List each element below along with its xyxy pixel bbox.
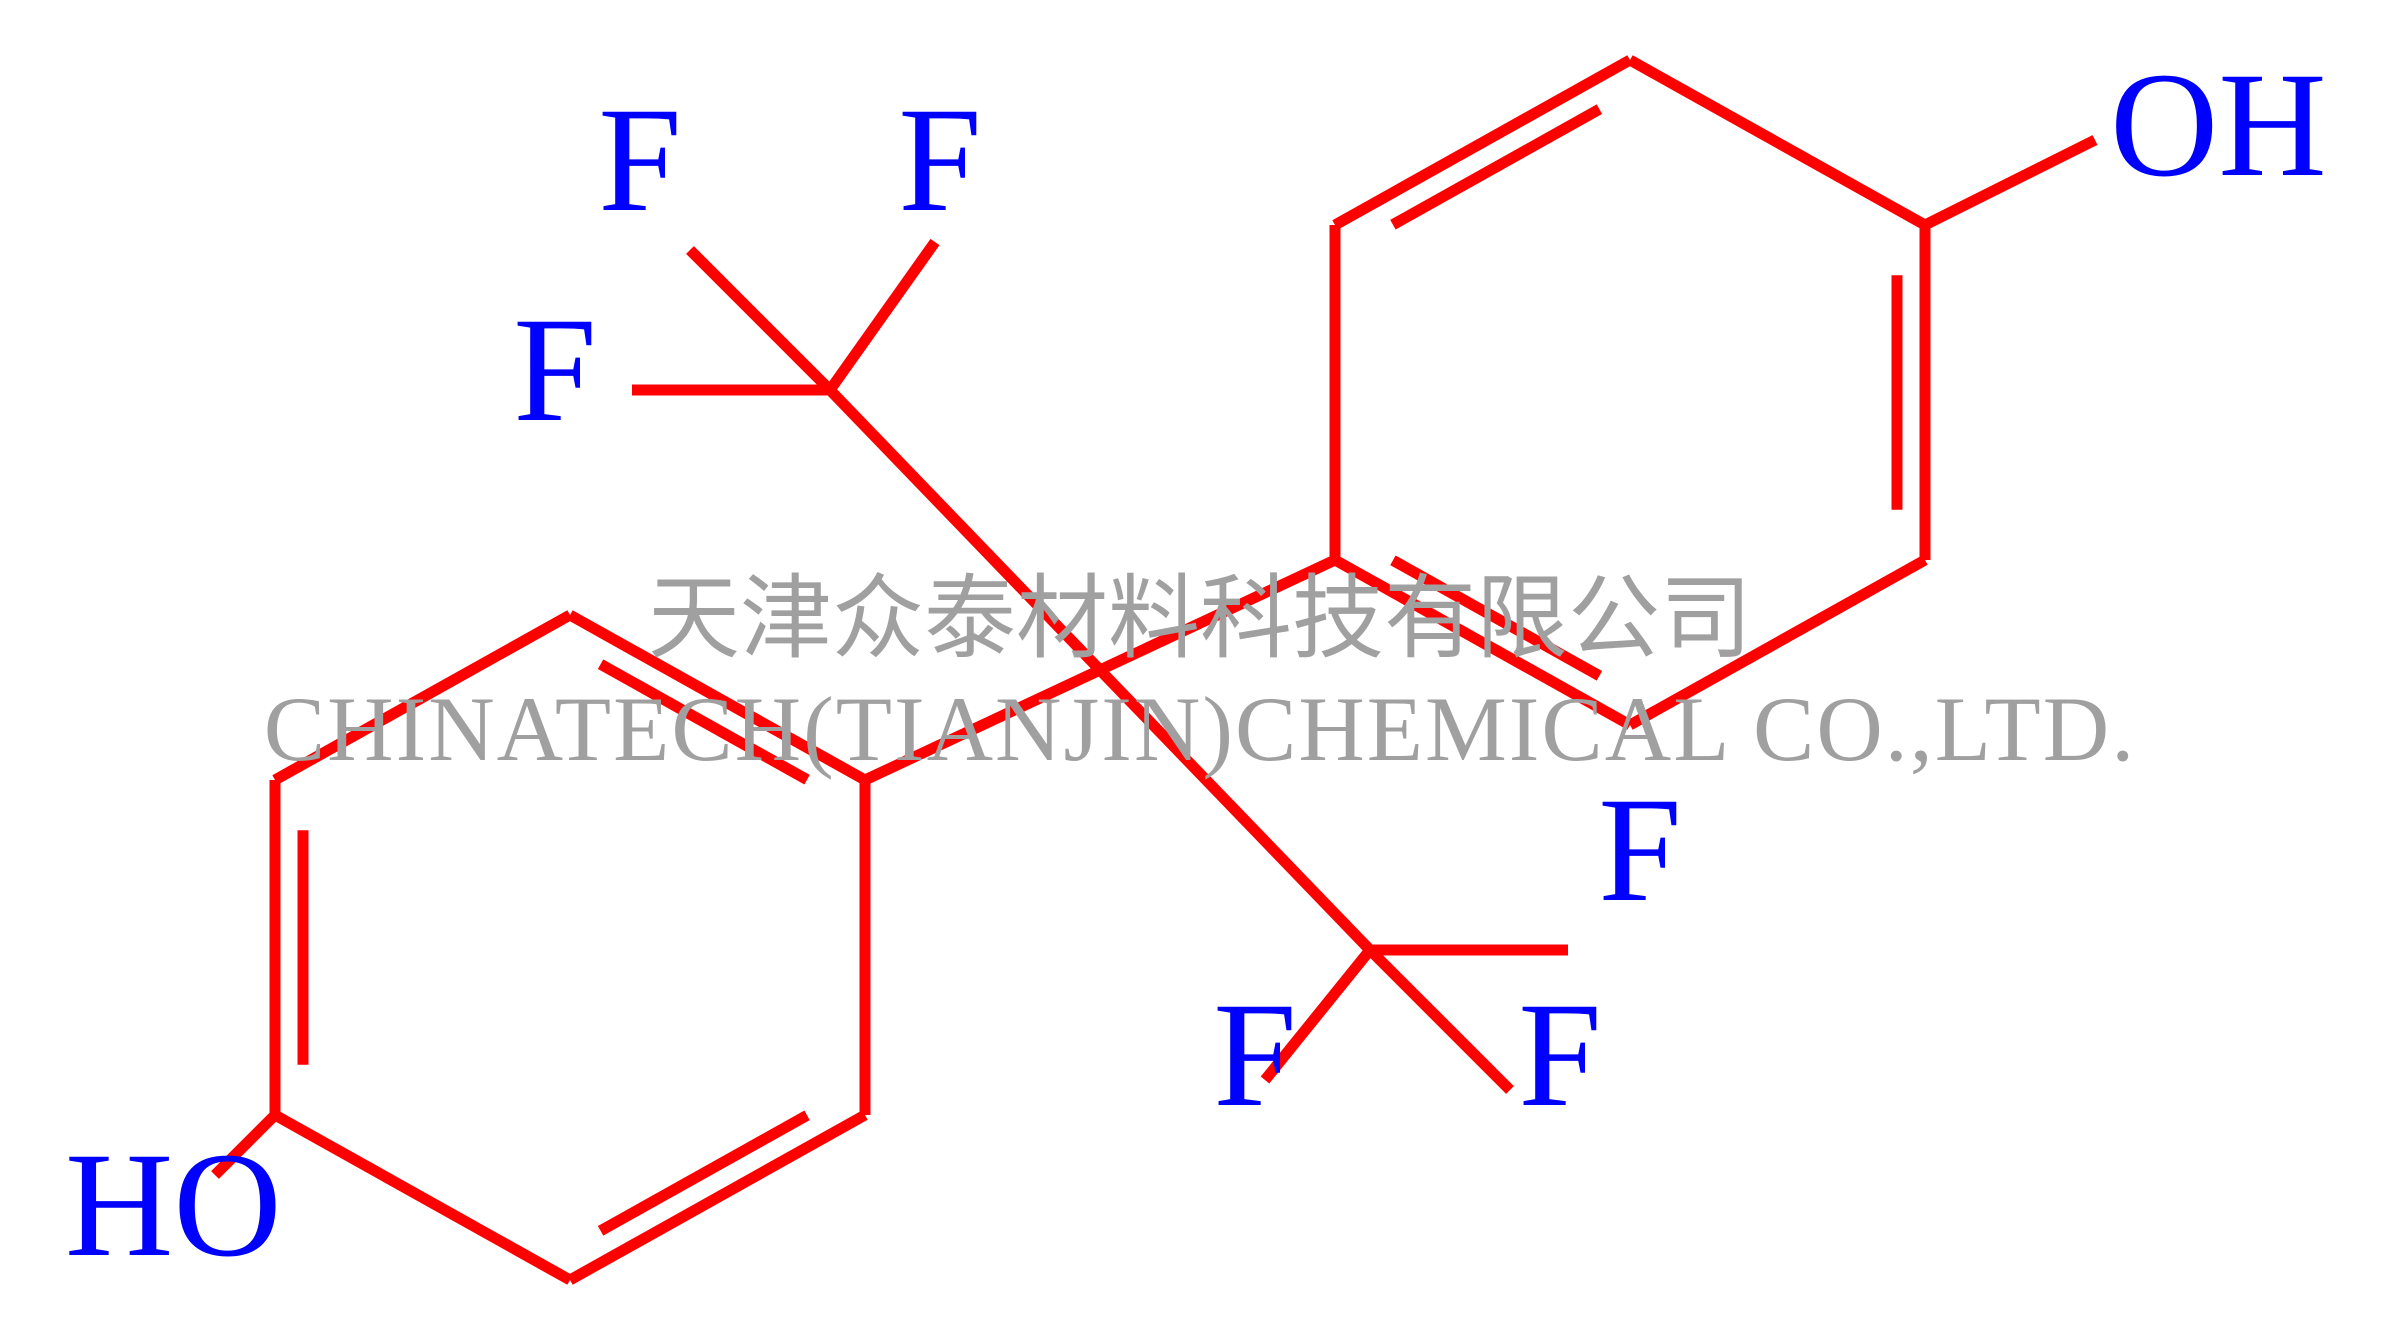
ring-right-2	[1630, 60, 1925, 225]
atom-label-F4: F	[1598, 767, 1681, 933]
ring-left-1-inner	[601, 1115, 808, 1231]
atom-label-OH_left: HO	[65, 1122, 282, 1288]
watermark-line-2: CHINATECH(TIANJIN)CHEMICAL CO.,LTD.	[264, 678, 2136, 780]
ring-right-1	[1335, 60, 1630, 225]
atom-label-F1: F	[598, 77, 681, 243]
atom-label-F2: F	[898, 77, 981, 243]
atom-label-F5: F	[1213, 972, 1296, 1138]
watermark-line-1: 天津众泰材料科技有限公司	[648, 568, 1752, 670]
bond-cf3b-f6	[1370, 950, 1510, 1090]
bond-cf3t-f2	[830, 242, 935, 390]
atom-label-OH_right: OH	[2110, 42, 2327, 208]
ring-left-2	[275, 1115, 570, 1280]
bond-cf3t-f1	[690, 250, 830, 390]
atom-label-F3: F	[513, 287, 596, 453]
ring-left-1	[570, 1115, 865, 1280]
bond-ring-right-oh	[1925, 140, 2095, 225]
atom-label-F6: F	[1518, 972, 1601, 1138]
ring-right-1-inner	[1393, 109, 1600, 225]
